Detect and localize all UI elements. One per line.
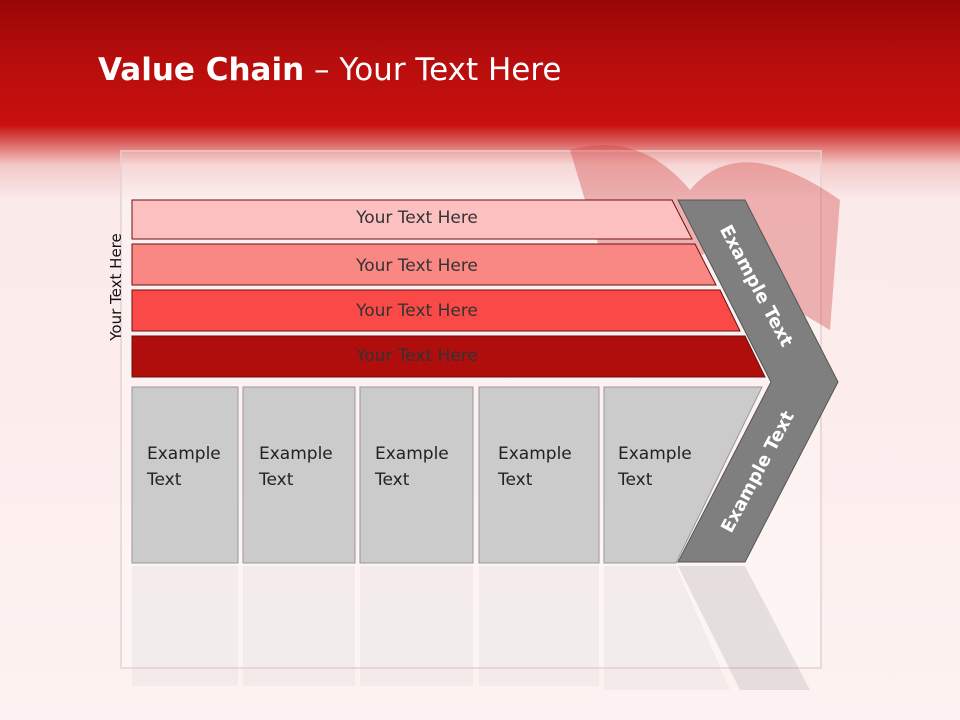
bar-2 [131, 243, 717, 286]
box-1-text: Example Text [147, 444, 221, 490]
bar-1 [131, 199, 693, 240]
box-3-text: Example Text [375, 444, 449, 490]
bar-4-label: Your Text Here [356, 346, 478, 366]
page-title: Value Chain – Your Text Here [98, 52, 562, 88]
box-2 [242, 386, 356, 564]
bar-3 [131, 289, 741, 332]
box-2-text: Example Text [259, 444, 333, 490]
bar-4 [131, 335, 766, 378]
chevron-arrow [677, 199, 839, 563]
box-1 [131, 386, 239, 564]
reflection [132, 566, 810, 690]
box-5 [603, 386, 763, 564]
box-3 [359, 386, 474, 564]
box-5-text: Example Text [618, 444, 692, 490]
bar-1-label: Your Text Here [356, 208, 478, 228]
side-label: Your Text Here [107, 233, 125, 341]
box-4 [478, 386, 600, 564]
bar-3-label: Your Text Here [356, 301, 478, 321]
bar-2-label: Your Text Here [356, 256, 478, 276]
box-4-text: Example Text [498, 444, 572, 490]
